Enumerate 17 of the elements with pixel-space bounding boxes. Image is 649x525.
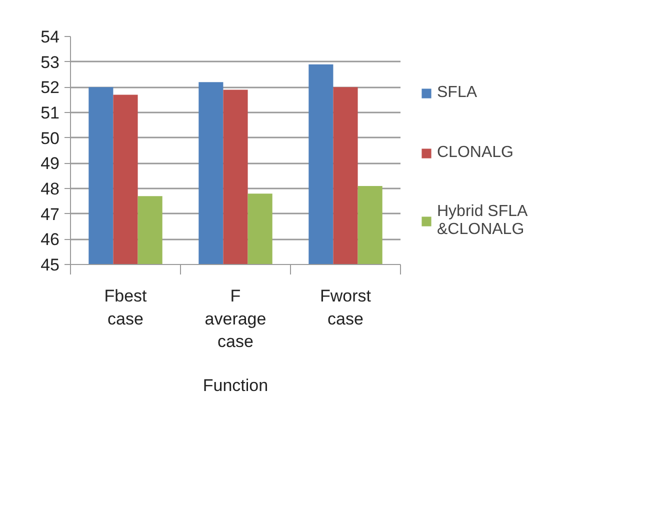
y-tick-label: 46: [40, 230, 60, 250]
x-axis-title: Function: [202, 376, 268, 396]
y-tick-label: 54: [40, 28, 60, 46]
x-tick-label: Fworst case: [320, 286, 372, 328]
x-tick-label: Fbest case: [104, 286, 148, 328]
y-tick-label: 47: [40, 204, 60, 224]
y-tick-label: 51: [40, 104, 60, 122]
legend-label: SFLA: [437, 83, 478, 103]
y-tick-label: 53: [40, 52, 60, 72]
x-tick-label: F average case: [204, 286, 266, 352]
legend-label: CLONALG: [437, 143, 514, 163]
y-tick-label: 49: [40, 154, 60, 174]
y-tick-label: 50: [40, 128, 60, 148]
y-tick-label: 45: [40, 256, 60, 274]
y-tick-label: 48: [40, 180, 60, 198]
legend-label: Hybrid SFLA &CLONALG: [437, 203, 528, 239]
y-tick-label: 52: [40, 78, 60, 98]
